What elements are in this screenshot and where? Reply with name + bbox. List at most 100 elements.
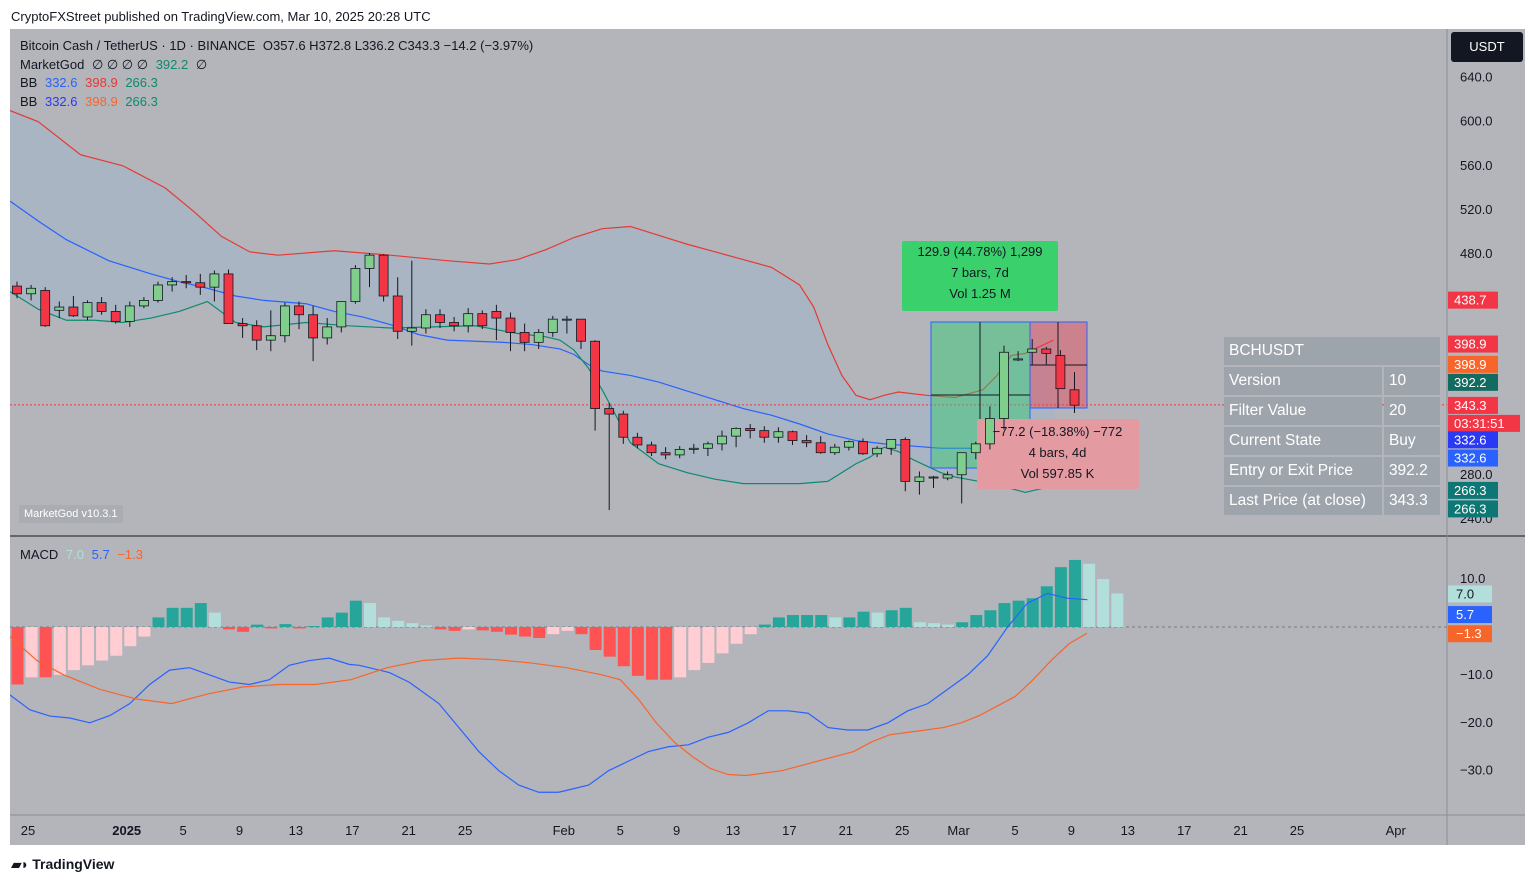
macd-histogram-bar bbox=[589, 627, 602, 650]
candle-up bbox=[124, 305, 135, 322]
short-box-line3: Vol 597.85 K bbox=[1020, 466, 1095, 481]
candle-up bbox=[463, 313, 474, 327]
macd-histogram-bar bbox=[1069, 559, 1081, 627]
candle-down bbox=[928, 476, 939, 479]
candle-up bbox=[54, 306, 65, 311]
macd-label-text: 5.7 bbox=[1456, 607, 1474, 622]
time-tick-label: 21 bbox=[1233, 823, 1247, 838]
candle-down bbox=[477, 313, 488, 327]
macd-histogram-bar bbox=[279, 624, 292, 627]
macd-histogram-bar bbox=[434, 627, 447, 630]
candle-up bbox=[985, 418, 995, 445]
currency-button[interactable]: USDT bbox=[1451, 32, 1523, 62]
bb-basis-value: 332.6 bbox=[44, 75, 78, 90]
macd-histogram-bar bbox=[942, 624, 955, 627]
marketgod-label: MarketGod bbox=[20, 57, 85, 72]
candle-down bbox=[449, 322, 460, 327]
candle-up bbox=[717, 435, 727, 445]
candle-up bbox=[829, 446, 840, 454]
macd-histogram-bar bbox=[1111, 593, 1124, 627]
candle-down bbox=[68, 306, 79, 317]
bollinger-basis-line bbox=[10, 200, 1054, 452]
macd-tick-label: −10.0 bbox=[1460, 667, 1493, 682]
candle-up bbox=[731, 428, 741, 437]
macd-histogram-bar bbox=[660, 627, 673, 680]
macd-histogram-bar bbox=[970, 615, 983, 627]
marketgod-legend[interactable]: MarketGod ∅ ∅ ∅ ∅ 392.2 ∅ bbox=[20, 57, 211, 73]
candle-down bbox=[40, 290, 51, 327]
candle-down bbox=[858, 441, 868, 455]
macd-histogram-bar bbox=[815, 615, 828, 627]
macd-histogram-bar bbox=[321, 617, 334, 627]
brand-name: TradingView bbox=[32, 856, 115, 872]
candle-down bbox=[1055, 355, 1066, 390]
candle-down bbox=[181, 281, 192, 284]
macd-signal-value: −1.3 bbox=[117, 547, 143, 562]
long-stats-background bbox=[902, 241, 1058, 311]
price-label-badge bbox=[1448, 355, 1498, 373]
macd-histogram-bar bbox=[758, 624, 771, 627]
macd-hist-value: 7.0 bbox=[65, 547, 84, 562]
macd-histogram-bar bbox=[293, 627, 306, 629]
price-label-text: 392.2 bbox=[1454, 375, 1487, 390]
macd-histogram-bar bbox=[237, 627, 250, 632]
macd-histogram-bar bbox=[787, 615, 799, 627]
chart-area[interactable]: 640.0600.0560.0520.0480.0360.0280.0240.0… bbox=[10, 29, 1525, 845]
macd-histogram-bar bbox=[223, 627, 235, 630]
candle-up bbox=[209, 273, 220, 288]
candle-down bbox=[745, 428, 756, 432]
price-label-text: 03:31:51 bbox=[1454, 416, 1505, 431]
symbol-legend[interactable]: Bitcoin Cash / TetherUS · 1D · BINANCE O… bbox=[20, 38, 537, 53]
price-label-badge bbox=[1448, 373, 1498, 391]
macd-histogram-bar bbox=[646, 627, 658, 680]
bb2-legend[interactable]: BB 332.6 398.9 266.3 bbox=[20, 94, 162, 109]
time-tick-label: Mar bbox=[947, 823, 970, 838]
candle-down bbox=[223, 273, 234, 324]
long-box-line1: 129.9 (44.78%) 1,299 bbox=[917, 244, 1043, 259]
time-tick-label: 9 bbox=[1068, 823, 1075, 838]
candle-down bbox=[801, 440, 812, 444]
candle-down bbox=[378, 254, 389, 297]
macd-histogram-bar bbox=[547, 627, 560, 635]
price-label-badge bbox=[1448, 291, 1498, 309]
tradingview-logo[interactable]: ▰◗ TradingView bbox=[11, 856, 114, 873]
price-tick-label: 280.0 bbox=[1460, 467, 1493, 482]
time-tick-label: 13 bbox=[289, 823, 303, 838]
macd-histogram-bar bbox=[392, 620, 405, 627]
macd-histogram-bar bbox=[335, 612, 348, 627]
macd-histogram-bar bbox=[533, 627, 546, 639]
macd-legend[interactable]: MACD 7.0 5.7 −1.3 bbox=[20, 547, 147, 562]
bb-legend[interactable]: BB 332.6 398.9 266.3 bbox=[20, 75, 162, 90]
macd-histogram-bar bbox=[1040, 586, 1053, 627]
candle-down bbox=[787, 431, 798, 441]
candle-up bbox=[703, 443, 713, 449]
price-tick-label: 560.0 bbox=[1460, 158, 1493, 173]
info-row-value: 20 bbox=[1383, 397, 1440, 425]
macd-histogram-bar bbox=[138, 627, 151, 637]
macd-histogram-bar bbox=[843, 617, 856, 627]
macd-histogram-bar bbox=[265, 627, 278, 629]
macd-line-value: 5.7 bbox=[91, 547, 110, 562]
price-tick-label: 480.0 bbox=[1460, 246, 1493, 261]
macd-histogram-bar bbox=[702, 627, 715, 663]
macd-histogram-bar bbox=[744, 627, 757, 635]
price-label-badge bbox=[1448, 449, 1498, 467]
time-tick-label: 9 bbox=[673, 823, 680, 838]
time-tick-label: 21 bbox=[401, 823, 415, 838]
macd-histogram-bar bbox=[998, 603, 1011, 627]
candle-up bbox=[82, 302, 93, 318]
time-tick-label: 25 bbox=[21, 823, 35, 838]
price-label-badge bbox=[1448, 414, 1520, 432]
publisher-caption: CryptoFXStreet published on TradingView.… bbox=[11, 9, 431, 24]
candle-up bbox=[688, 447, 699, 450]
long-position-label: 129.9 (44.78%) 1,299 7 bars, 7d Vol 1.25… bbox=[902, 241, 1058, 304]
price-label-badge bbox=[1448, 335, 1498, 353]
macd-label-text: −1.3 bbox=[1456, 626, 1482, 641]
symbol-title: Bitcoin Cash / TetherUS · 1D · BINANCE bbox=[20, 38, 256, 53]
macd-histogram-bar bbox=[984, 610, 997, 627]
candle-up bbox=[914, 476, 925, 482]
time-tick-label: 13 bbox=[1121, 823, 1135, 838]
candle-down bbox=[505, 317, 516, 333]
macd-histogram-bar bbox=[1097, 579, 1110, 627]
macd-histogram-bar bbox=[11, 627, 24, 685]
